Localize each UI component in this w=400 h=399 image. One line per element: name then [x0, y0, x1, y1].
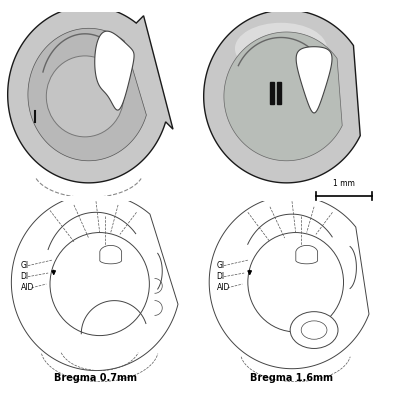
Polygon shape — [296, 245, 318, 264]
Polygon shape — [100, 245, 122, 264]
Text: GI: GI — [20, 261, 29, 270]
Polygon shape — [11, 194, 178, 371]
Text: DI: DI — [20, 272, 29, 281]
Polygon shape — [224, 32, 342, 161]
Polygon shape — [270, 82, 274, 104]
Text: 1 mm: 1 mm — [333, 179, 355, 188]
Ellipse shape — [46, 56, 124, 137]
Text: AID: AID — [20, 283, 34, 292]
Text: DI: DI — [216, 272, 225, 281]
Ellipse shape — [248, 233, 344, 332]
Polygon shape — [209, 196, 369, 369]
Ellipse shape — [301, 321, 327, 339]
Polygon shape — [204, 10, 360, 183]
Polygon shape — [296, 47, 332, 113]
Polygon shape — [95, 31, 134, 110]
Text: AID: AID — [216, 283, 230, 292]
Ellipse shape — [290, 312, 338, 348]
Ellipse shape — [235, 23, 327, 74]
Text: Bregma 1.6mm: Bregma 1.6mm — [250, 373, 334, 383]
Polygon shape — [277, 82, 281, 104]
Polygon shape — [28, 28, 146, 161]
Text: GI: GI — [216, 261, 225, 270]
Ellipse shape — [50, 233, 149, 336]
Text: Bregma 0.7mm: Bregma 0.7mm — [54, 373, 138, 383]
Polygon shape — [8, 6, 173, 183]
